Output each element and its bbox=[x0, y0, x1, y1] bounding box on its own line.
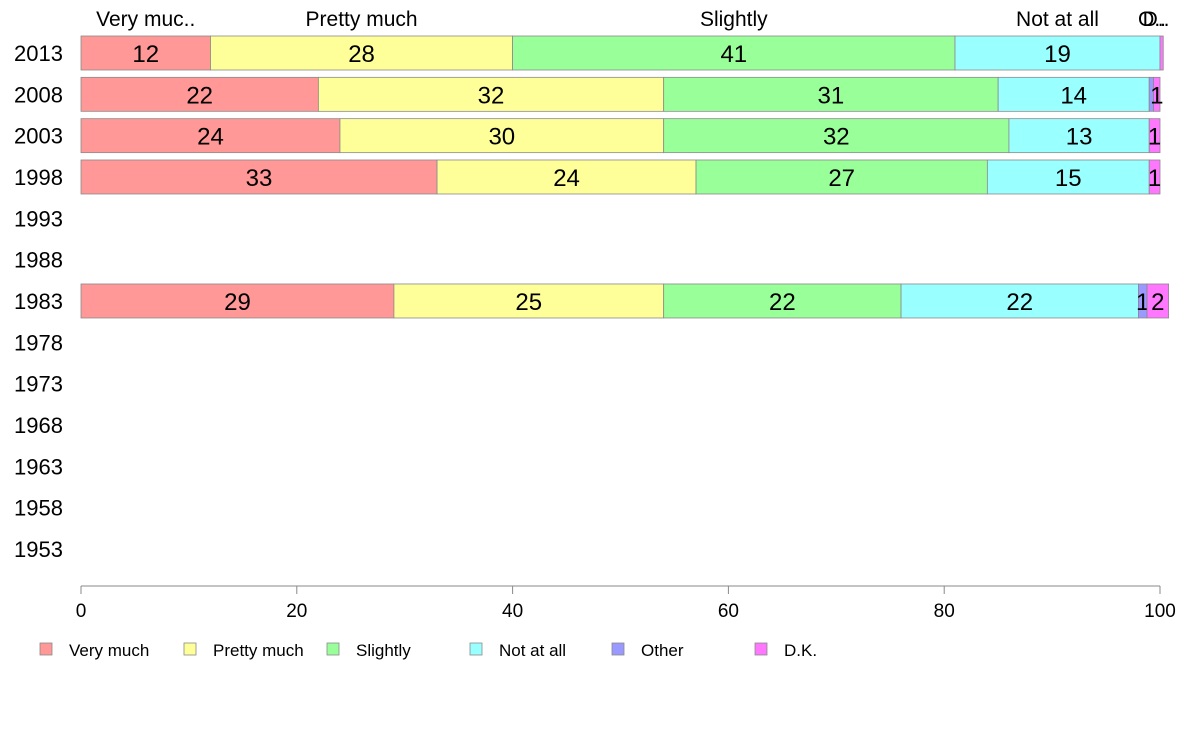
top-label-not-at-all: Not at all bbox=[1016, 8, 1099, 31]
x-axis: 0 20 40 60 80 100 bbox=[76, 585, 1176, 622]
data-label-1983-not-at-all: 22 bbox=[1006, 289, 1033, 316]
legend-swatch-very-much bbox=[39, 642, 53, 656]
top-label-very-much: Very muc.. bbox=[96, 8, 195, 31]
data-label-2013-not-at-all: 19 bbox=[1044, 41, 1071, 68]
category-label-1978: 1978 bbox=[14, 330, 63, 355]
data-label-2008-very-much: 22 bbox=[186, 82, 213, 109]
legend-swatch-slightly bbox=[326, 642, 340, 656]
legend: Very much Pretty much Slightly Not at all Ot… bbox=[39, 641, 817, 660]
legend-label-not-at-all: Not at all bbox=[499, 641, 566, 660]
bar-2003-pretty-much bbox=[339, 118, 665, 154]
bar-2013-d-k bbox=[1159, 35, 1164, 71]
bar-2008-very-much bbox=[80, 76, 319, 112]
category-label-1958: 1958 bbox=[14, 496, 63, 521]
bar-1998-slightly bbox=[695, 159, 988, 195]
bar-2008-pretty-much bbox=[317, 76, 665, 112]
data-label-1998-slightly: 27 bbox=[828, 165, 855, 192]
bar-2003-d-k bbox=[1148, 118, 1161, 154]
category-label-1968: 1968 bbox=[14, 413, 63, 438]
data-label-2003-slightly: 32 bbox=[823, 124, 850, 151]
data-label-2003-very-much: 24 bbox=[197, 124, 224, 151]
category-labels: 2013 2008 2003 1998 1993 1988 1983 1978 1973 1968… bbox=[14, 41, 63, 562]
category-label-1963: 1963 bbox=[14, 454, 63, 479]
data-label-2003-pretty-much: 30 bbox=[488, 124, 515, 151]
top-labels: Very muc.. Pretty much Slightly Not at all O… bbox=[96, 8, 1169, 31]
bar-2013-pretty-much bbox=[210, 35, 513, 71]
x-tick-label-0: 0 bbox=[76, 601, 87, 622]
category-label-1973: 1973 bbox=[14, 372, 63, 397]
bar-1983-very-much bbox=[80, 283, 395, 319]
data-label-2008-not-at-all: 14 bbox=[1060, 82, 1087, 109]
data-label-1998-d-k: 1 bbox=[1148, 165, 1161, 192]
legend-swatch-not-at-all bbox=[469, 642, 483, 656]
x-tick-label-60: 60 bbox=[718, 601, 739, 622]
legend-label-other: Other bbox=[641, 641, 684, 660]
category-label-1988: 1988 bbox=[14, 248, 63, 273]
legend-label-slightly: Slightly bbox=[356, 641, 411, 660]
bar-2008-slightly bbox=[663, 76, 999, 112]
legend-swatch-pretty-much bbox=[183, 642, 197, 656]
category-label-2003: 2003 bbox=[14, 124, 63, 149]
category-label-2013: 2013 bbox=[14, 41, 63, 66]
data-label-1983-d-k: 2 bbox=[1151, 289, 1164, 316]
category-label-2008: 2008 bbox=[14, 82, 63, 107]
bar-2008-d-k bbox=[1153, 76, 1161, 112]
bar-1998-not-at-all bbox=[986, 159, 1150, 195]
bar-2003-slightly bbox=[663, 118, 1010, 154]
category-label-1993: 1993 bbox=[14, 206, 63, 231]
x-tick-label-20: 20 bbox=[286, 601, 307, 622]
x-tick-label-100: 100 bbox=[1144, 601, 1176, 622]
top-label-pretty-much: Pretty much bbox=[306, 8, 418, 31]
x-tick-label-80: 80 bbox=[934, 601, 955, 622]
data-label-2008-d-k: 1 bbox=[1150, 82, 1163, 109]
data-label-1983-other: 1 bbox=[1136, 289, 1149, 316]
data-label-1983-very-much: 29 bbox=[224, 289, 251, 316]
x-tick-label-40: 40 bbox=[502, 601, 523, 622]
bar-2003-very-much bbox=[80, 118, 341, 154]
legend-label-d-k: D.K. bbox=[784, 641, 817, 660]
data-label-2013-very-much: 12 bbox=[132, 41, 159, 68]
legend-label-very-much: Very much bbox=[69, 641, 149, 660]
category-label-1998: 1998 bbox=[14, 165, 63, 190]
legend-swatch-d-k bbox=[754, 642, 768, 656]
bar-2008-not-at-all bbox=[997, 76, 1150, 112]
data-label-1983-slightly: 22 bbox=[769, 289, 796, 316]
bar-1983-slightly bbox=[663, 283, 902, 319]
legend-label-pretty-much: Pretty much bbox=[213, 641, 304, 660]
data-label-1998-not-at-all: 15 bbox=[1055, 165, 1082, 192]
bar-1983-pretty-much bbox=[393, 283, 665, 319]
data-label-2003-d-k: 1 bbox=[1148, 124, 1161, 151]
bar-1983-d-k bbox=[1146, 283, 1170, 319]
bar-1998-d-k bbox=[1148, 159, 1161, 195]
category-label-1983: 1983 bbox=[14, 289, 63, 314]
bar-1998-pretty-much bbox=[436, 159, 697, 195]
data-label-2003-not-at-all: 13 bbox=[1066, 124, 1093, 151]
bar-1983-not-at-all bbox=[900, 283, 1139, 319]
legend-swatch-other bbox=[611, 642, 625, 656]
data-label-2008-slightly: 31 bbox=[818, 82, 845, 109]
data-label-1998-very-much: 33 bbox=[246, 165, 273, 192]
top-label-d-k: D.. bbox=[1143, 8, 1170, 31]
bar-1998-very-much bbox=[80, 159, 438, 195]
data-label-2013-pretty-much: 28 bbox=[348, 41, 375, 68]
category-label-1953: 1953 bbox=[14, 537, 63, 562]
data-label-1998-pretty-much: 24 bbox=[553, 165, 580, 192]
data-label-2008-pretty-much: 32 bbox=[478, 82, 505, 109]
data-label-1983-pretty-much: 25 bbox=[515, 289, 542, 316]
data-label-2013-slightly: 41 bbox=[720, 41, 747, 68]
top-label-other: O.. bbox=[1138, 8, 1166, 31]
top-label-slightly: Slightly bbox=[700, 8, 768, 31]
